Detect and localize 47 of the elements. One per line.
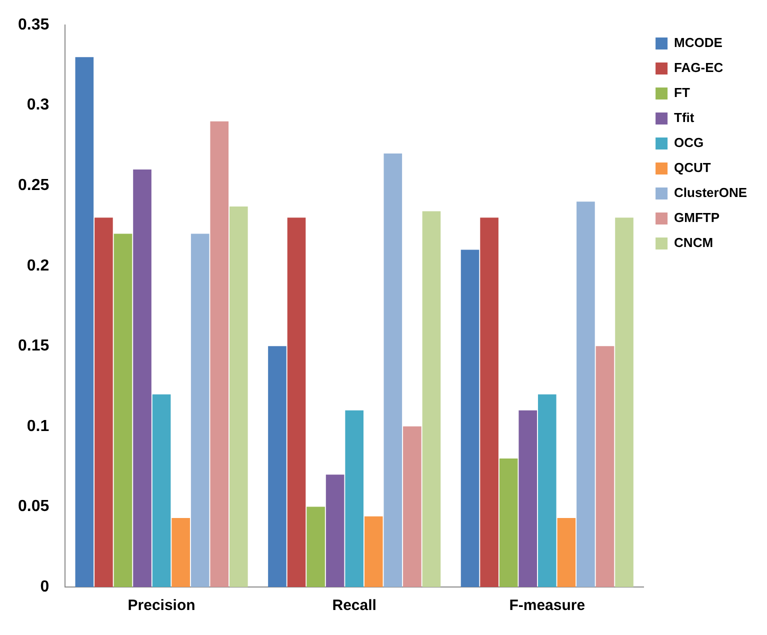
bar [422, 211, 441, 587]
y-tick-label: 0.05 [18, 498, 50, 516]
x-tick-label: Recall [332, 597, 376, 614]
legend-label: FT [674, 85, 690, 100]
bar [190, 234, 210, 587]
bar [499, 458, 518, 587]
bar [460, 250, 480, 587]
legend-label: FAG-EC [674, 60, 724, 76]
x-tick-label: Precision [128, 597, 196, 614]
bar [384, 153, 402, 587]
bar [172, 518, 190, 587]
y-tick-label: 0.35 [18, 16, 50, 34]
bar [576, 202, 595, 587]
y-tick-label: 0.25 [18, 176, 50, 194]
bar [518, 410, 538, 587]
bar [230, 206, 248, 587]
legend-label: GMFTP [674, 210, 720, 226]
bar [268, 346, 286, 587]
bar [75, 57, 94, 587]
bar [287, 218, 306, 587]
bar [538, 394, 556, 587]
legend-label: QCUT [674, 160, 711, 176]
y-tick-label: 0.15 [18, 338, 50, 355]
legend-label: Tfit [674, 110, 695, 126]
bar [596, 346, 614, 587]
bar [403, 426, 422, 587]
legend-label: CNCM [674, 235, 714, 250]
y-tick-label: 0.1 [26, 418, 50, 435]
y-tick-label: 0 [40, 578, 50, 596]
bar [133, 170, 152, 587]
y-tick-label: 0.2 [26, 257, 50, 274]
bar [480, 218, 498, 587]
bar [364, 516, 383, 587]
legend-label: ClusterONE [674, 185, 748, 200]
y-tick-label: 0.3 [26, 96, 50, 114]
bar [306, 506, 325, 587]
bar [114, 234, 132, 587]
bar [557, 518, 576, 587]
legend-label: OCG [674, 135, 704, 150]
bar [615, 218, 634, 587]
bar [94, 218, 113, 587]
bar [345, 410, 364, 587]
bar [326, 474, 344, 587]
bar [152, 394, 171, 587]
bar [210, 121, 229, 587]
legend-label: MCODE [674, 35, 723, 50]
x-tick-label: F-measure [509, 597, 586, 614]
